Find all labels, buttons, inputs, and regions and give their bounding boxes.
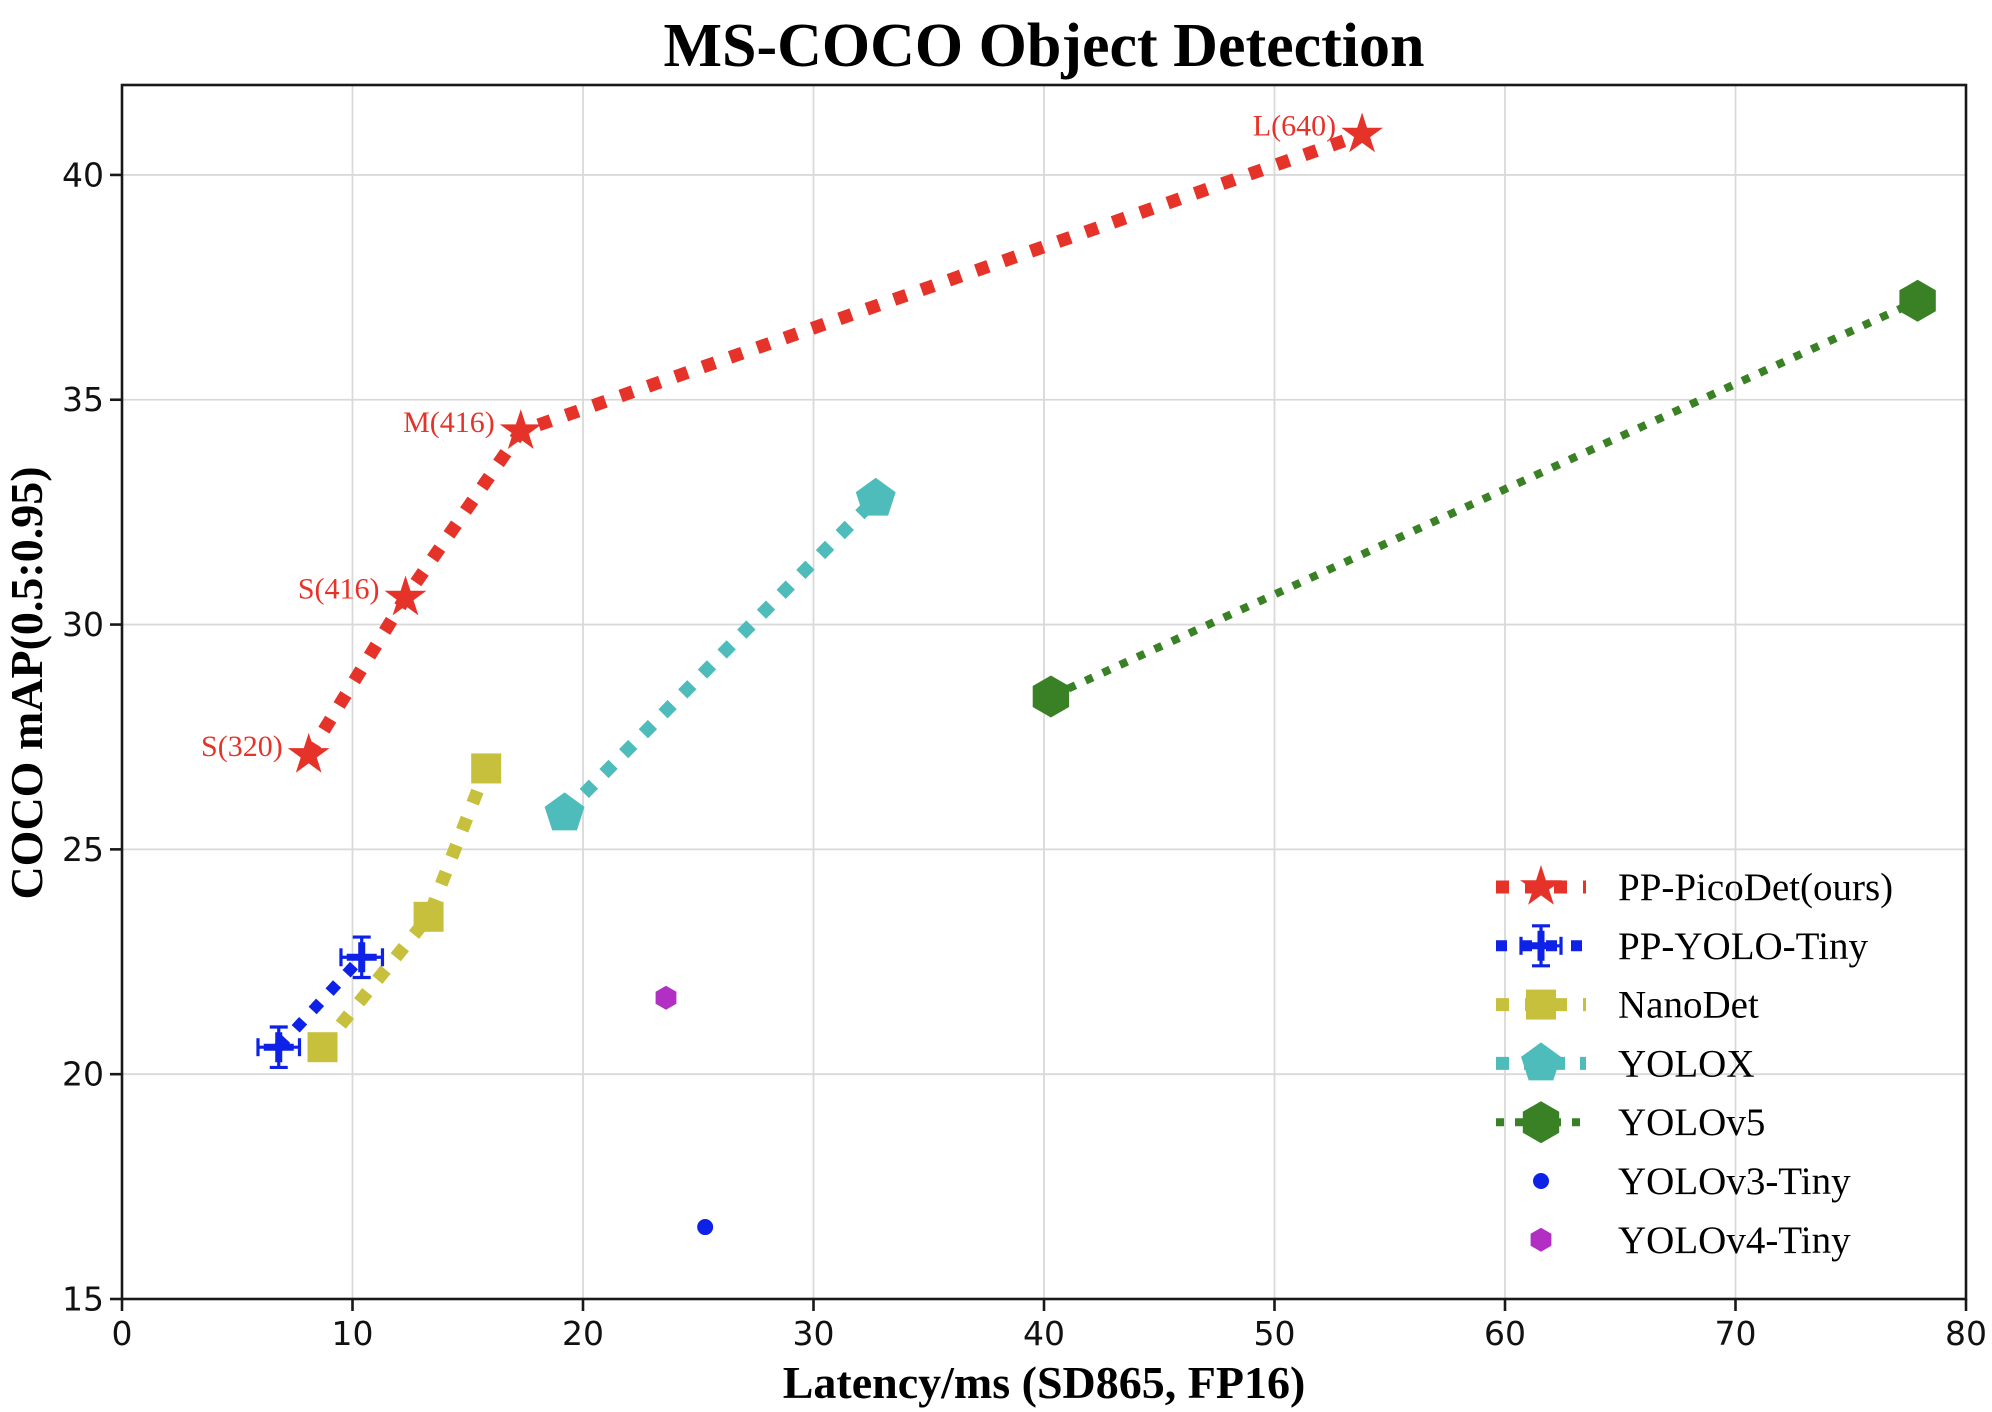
x-tick-label-20: 20 xyxy=(562,1314,604,1353)
x-tick-label-70: 70 xyxy=(1715,1314,1757,1353)
x-tick-label-0: 0 xyxy=(112,1314,133,1353)
legend-item-pp-yolo-tiny: PP-YOLO-Tiny xyxy=(1618,925,1868,968)
series-line-yolox xyxy=(559,494,881,818)
legend-item-yolov3-tiny: YOLOv3-Tiny xyxy=(1618,1160,1851,1203)
legend-item-nanodet: NanoDet xyxy=(1618,984,1759,1027)
y-tick-label-30: 30 xyxy=(62,605,104,644)
legend-item-yolov4-tiny: YOLOv4-Tiny xyxy=(1618,1219,1851,1262)
pp-picodet-ours-marker-1 xyxy=(384,575,427,616)
y-tick-label-25: 25 xyxy=(62,830,104,869)
pp-picodet-ours-marker-2 xyxy=(499,409,542,449)
nanodet-marker-2 xyxy=(471,753,502,784)
series-line-nanodet xyxy=(317,766,493,1052)
series-line-yolov5 xyxy=(1049,297,1920,701)
legend-marker-pp-picodet-ours xyxy=(1520,865,1562,905)
x-tick-label-50: 50 xyxy=(1254,1314,1296,1353)
pp-yolo-tiny-marker-1 xyxy=(346,942,377,973)
series-line-pp-yolo-tiny xyxy=(274,953,366,1051)
y-tick-label-20: 20 xyxy=(62,1055,104,1094)
pp-picodet-ours-point-label-1: S(416) xyxy=(298,573,380,606)
y-tick-label-35: 35 xyxy=(62,380,104,419)
nanodet-marker-0 xyxy=(307,1032,338,1063)
yolov5-marker-1 xyxy=(1899,279,1936,322)
x-axis-label: Latency/ms (SD865, FP16) xyxy=(783,1357,1306,1408)
chart-layer: 0 10 20 30 40 50 60 70 80 15 20 25 30 35 40 S(320) S(416… xyxy=(62,83,1987,1353)
pp-yolo-tiny-marker-0 xyxy=(263,1032,294,1063)
nanodet-marker-1 xyxy=(413,901,444,932)
y-axis-label: COCO mAP(0.5:0.95) xyxy=(1,466,52,899)
legend-marker-yolox xyxy=(1521,1042,1561,1081)
pp-picodet-ours-marker-3 xyxy=(1341,112,1383,153)
legend-item-yolov5: YOLOv5 xyxy=(1618,1101,1765,1144)
x-tick-label-40: 40 xyxy=(1023,1314,1065,1353)
x-tick-label-60: 60 xyxy=(1484,1314,1526,1353)
legend-marker-yolov3-tiny xyxy=(1533,1173,1549,1189)
x-tick-label-10: 10 xyxy=(332,1314,374,1353)
yolov5-marker-0 xyxy=(1032,675,1070,718)
x-tick-label-30: 30 xyxy=(793,1314,835,1353)
chart-title: MS-COCO Object Detection xyxy=(663,12,1424,80)
legend-item-yolox: YOLOX xyxy=(1618,1042,1754,1085)
pp-picodet-ours-point-label-3: L(640) xyxy=(1253,109,1336,142)
pp-picodet-ours-point-label-2: M(416) xyxy=(403,406,495,439)
legend-item-pp-picodet-ours: PP-PicoDet(ours) xyxy=(1618,866,1893,909)
legend-marker-nanodet xyxy=(1526,989,1556,1020)
legend-marker-yolov5 xyxy=(1522,1101,1560,1144)
pp-picodet-ours-point-label-0: S(320) xyxy=(201,730,283,763)
yolox-marker-1 xyxy=(855,477,896,516)
legend-marker-pp-yolo-tiny xyxy=(1526,930,1556,961)
pp-picodet-ours-marker-0 xyxy=(287,732,330,773)
y-tick-label-15: 15 xyxy=(62,1280,104,1319)
yolox-marker-0 xyxy=(544,792,585,831)
legend-marker-yolov4-tiny xyxy=(1530,1227,1552,1252)
series-line-pp-picodet-ours xyxy=(303,128,1365,759)
x-tick-label-80: 80 xyxy=(1945,1314,1987,1353)
y-tick-label-40: 40 xyxy=(62,155,104,194)
yolov3-tiny-marker-0 xyxy=(697,1219,714,1236)
yolov4-tiny-marker-0 xyxy=(655,985,677,1010)
